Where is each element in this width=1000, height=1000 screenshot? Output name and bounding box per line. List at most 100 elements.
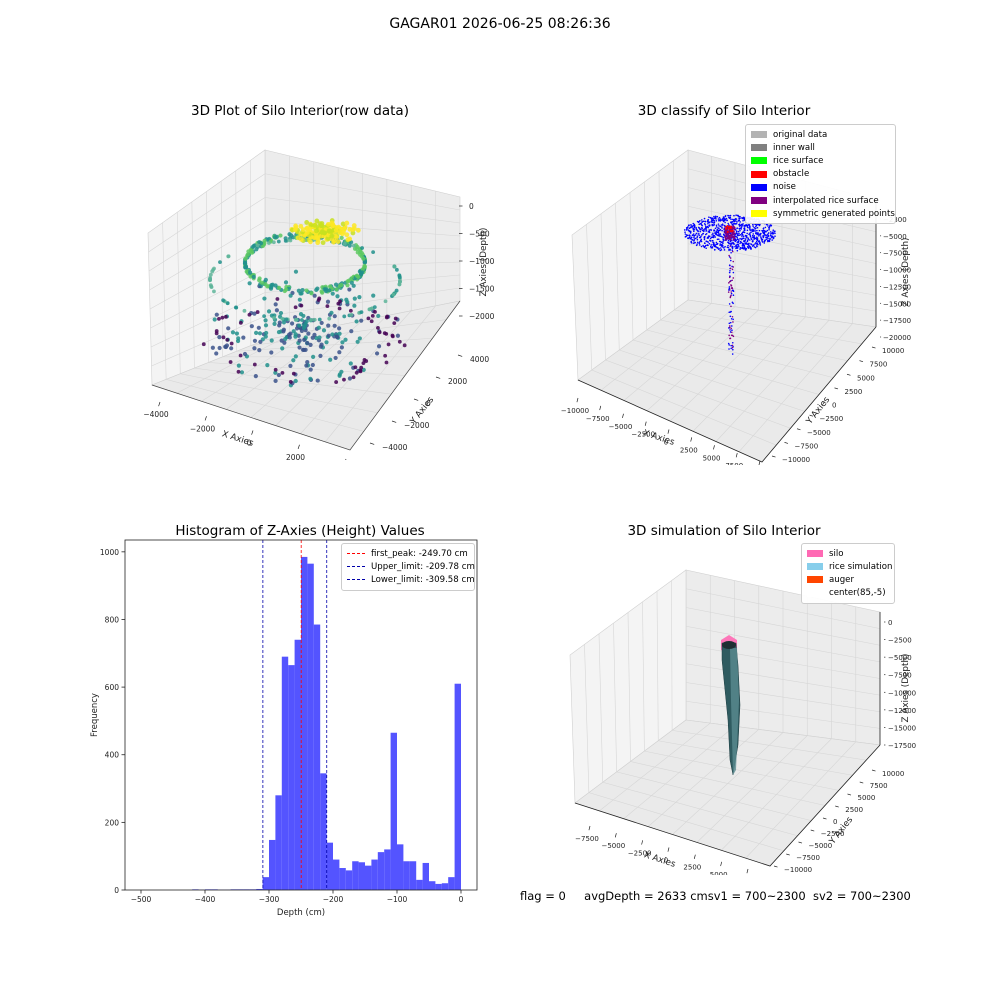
raw-point (262, 314, 267, 319)
obstacle-point (727, 227, 730, 230)
noise-point (724, 215, 727, 217)
raw-point (367, 307, 372, 312)
noise-point (685, 229, 688, 231)
raw-point (317, 335, 322, 340)
interpolated-point (727, 234, 730, 237)
raw-point (281, 327, 286, 332)
raw-point (320, 290, 325, 295)
noise-point (744, 239, 746, 242)
legend-entry: original data (751, 128, 890, 141)
interpolated-point (732, 348, 734, 351)
noise-point (718, 240, 721, 243)
raw-point (264, 330, 269, 336)
noise-point (707, 244, 709, 247)
noise-point (696, 236, 698, 239)
interpolated-point (728, 232, 731, 234)
interpolated-point (731, 353, 734, 355)
histogram-bar (422, 862, 429, 890)
raw-point (284, 317, 289, 322)
noise-point (748, 227, 751, 229)
interpolated-point (728, 282, 730, 284)
raw-point (223, 344, 229, 350)
y-tick-label: 600 (105, 683, 120, 692)
noise-point (698, 227, 701, 230)
raw-point (280, 370, 285, 375)
raw-point (321, 328, 327, 333)
noise-point (743, 229, 746, 232)
raw-point (340, 221, 346, 227)
raw-point (334, 380, 339, 384)
cls-y-tick-label: 2500 (845, 388, 863, 396)
noise-point (723, 224, 726, 227)
interpolated-point (727, 291, 730, 293)
legend-label: original data (773, 129, 828, 140)
raw-point (283, 287, 289, 292)
noise-point (767, 239, 769, 242)
interpolated-point (729, 321, 732, 324)
noise-point (743, 240, 745, 243)
noise-point (755, 231, 757, 234)
raw-point (303, 347, 308, 352)
noise-point (710, 246, 713, 249)
noise-point (706, 220, 709, 223)
noise-point (751, 240, 754, 243)
noise-point (742, 219, 744, 222)
raw-point (276, 239, 281, 244)
raw-point (312, 235, 317, 241)
noise-point (768, 228, 770, 231)
interpolated-point (730, 305, 732, 308)
legend-swatch (751, 131, 767, 139)
raw-point (354, 246, 359, 252)
noise-point (752, 236, 754, 239)
legend-swatch (751, 144, 767, 152)
noise-point (738, 217, 740, 220)
noise-point (708, 229, 711, 231)
raw-point (349, 280, 354, 285)
noise-point (735, 230, 738, 232)
noise-point (752, 244, 755, 246)
raw-point (326, 228, 332, 234)
histogram-chart: −500 −400 −300 −200 −100 0 0 200 400 600 800 1000 De… (90, 539, 478, 918)
raw-y-tick-label: 4000 (470, 355, 489, 364)
y-tick-label: 200 (105, 818, 120, 827)
noise-point (722, 240, 725, 242)
flag-readout: flag = 0 (520, 889, 566, 903)
raw-point (297, 345, 302, 350)
sim-y-tick-label: 0 (833, 818, 837, 826)
noise-point (724, 245, 726, 248)
avg-depth-readout: avgDepth = 2633 cm (584, 889, 708, 903)
histogram-bar (275, 795, 282, 890)
legend-swatch (751, 197, 767, 205)
noise-point (689, 231, 692, 233)
raw-point (304, 230, 310, 236)
interpolated-point (730, 291, 733, 293)
noise-point (743, 231, 746, 234)
noise-point (719, 218, 721, 221)
bottom-axes-edge (574, 744, 881, 867)
noise-point (739, 247, 742, 249)
noise-point (761, 240, 763, 242)
raw-point (315, 240, 321, 246)
legend-label: obstacle (773, 169, 810, 180)
raw-point (324, 289, 329, 294)
noise-point (694, 237, 697, 240)
noise-point (717, 218, 720, 220)
noise-point (720, 224, 723, 226)
interpolated-point (731, 329, 733, 332)
noise-point (751, 234, 754, 237)
noise-point (767, 225, 769, 227)
sv1-readout: sv1 = 700~2300 (707, 889, 806, 903)
raw-point (288, 238, 293, 243)
histogram-bar (409, 861, 417, 890)
raw-point (356, 274, 361, 280)
noise-point (768, 240, 771, 243)
interpolated-point (727, 342, 730, 345)
cls-x-tick-label: −7500 (586, 415, 610, 423)
raw-point (325, 221, 331, 227)
interpolated-point (732, 302, 734, 305)
noise-point (699, 222, 702, 225)
noise-point (769, 237, 771, 240)
raw-point (263, 318, 268, 323)
classify-legend: original data inner wall rice surface obsta… (745, 124, 896, 225)
interpolated-point (731, 344, 734, 347)
